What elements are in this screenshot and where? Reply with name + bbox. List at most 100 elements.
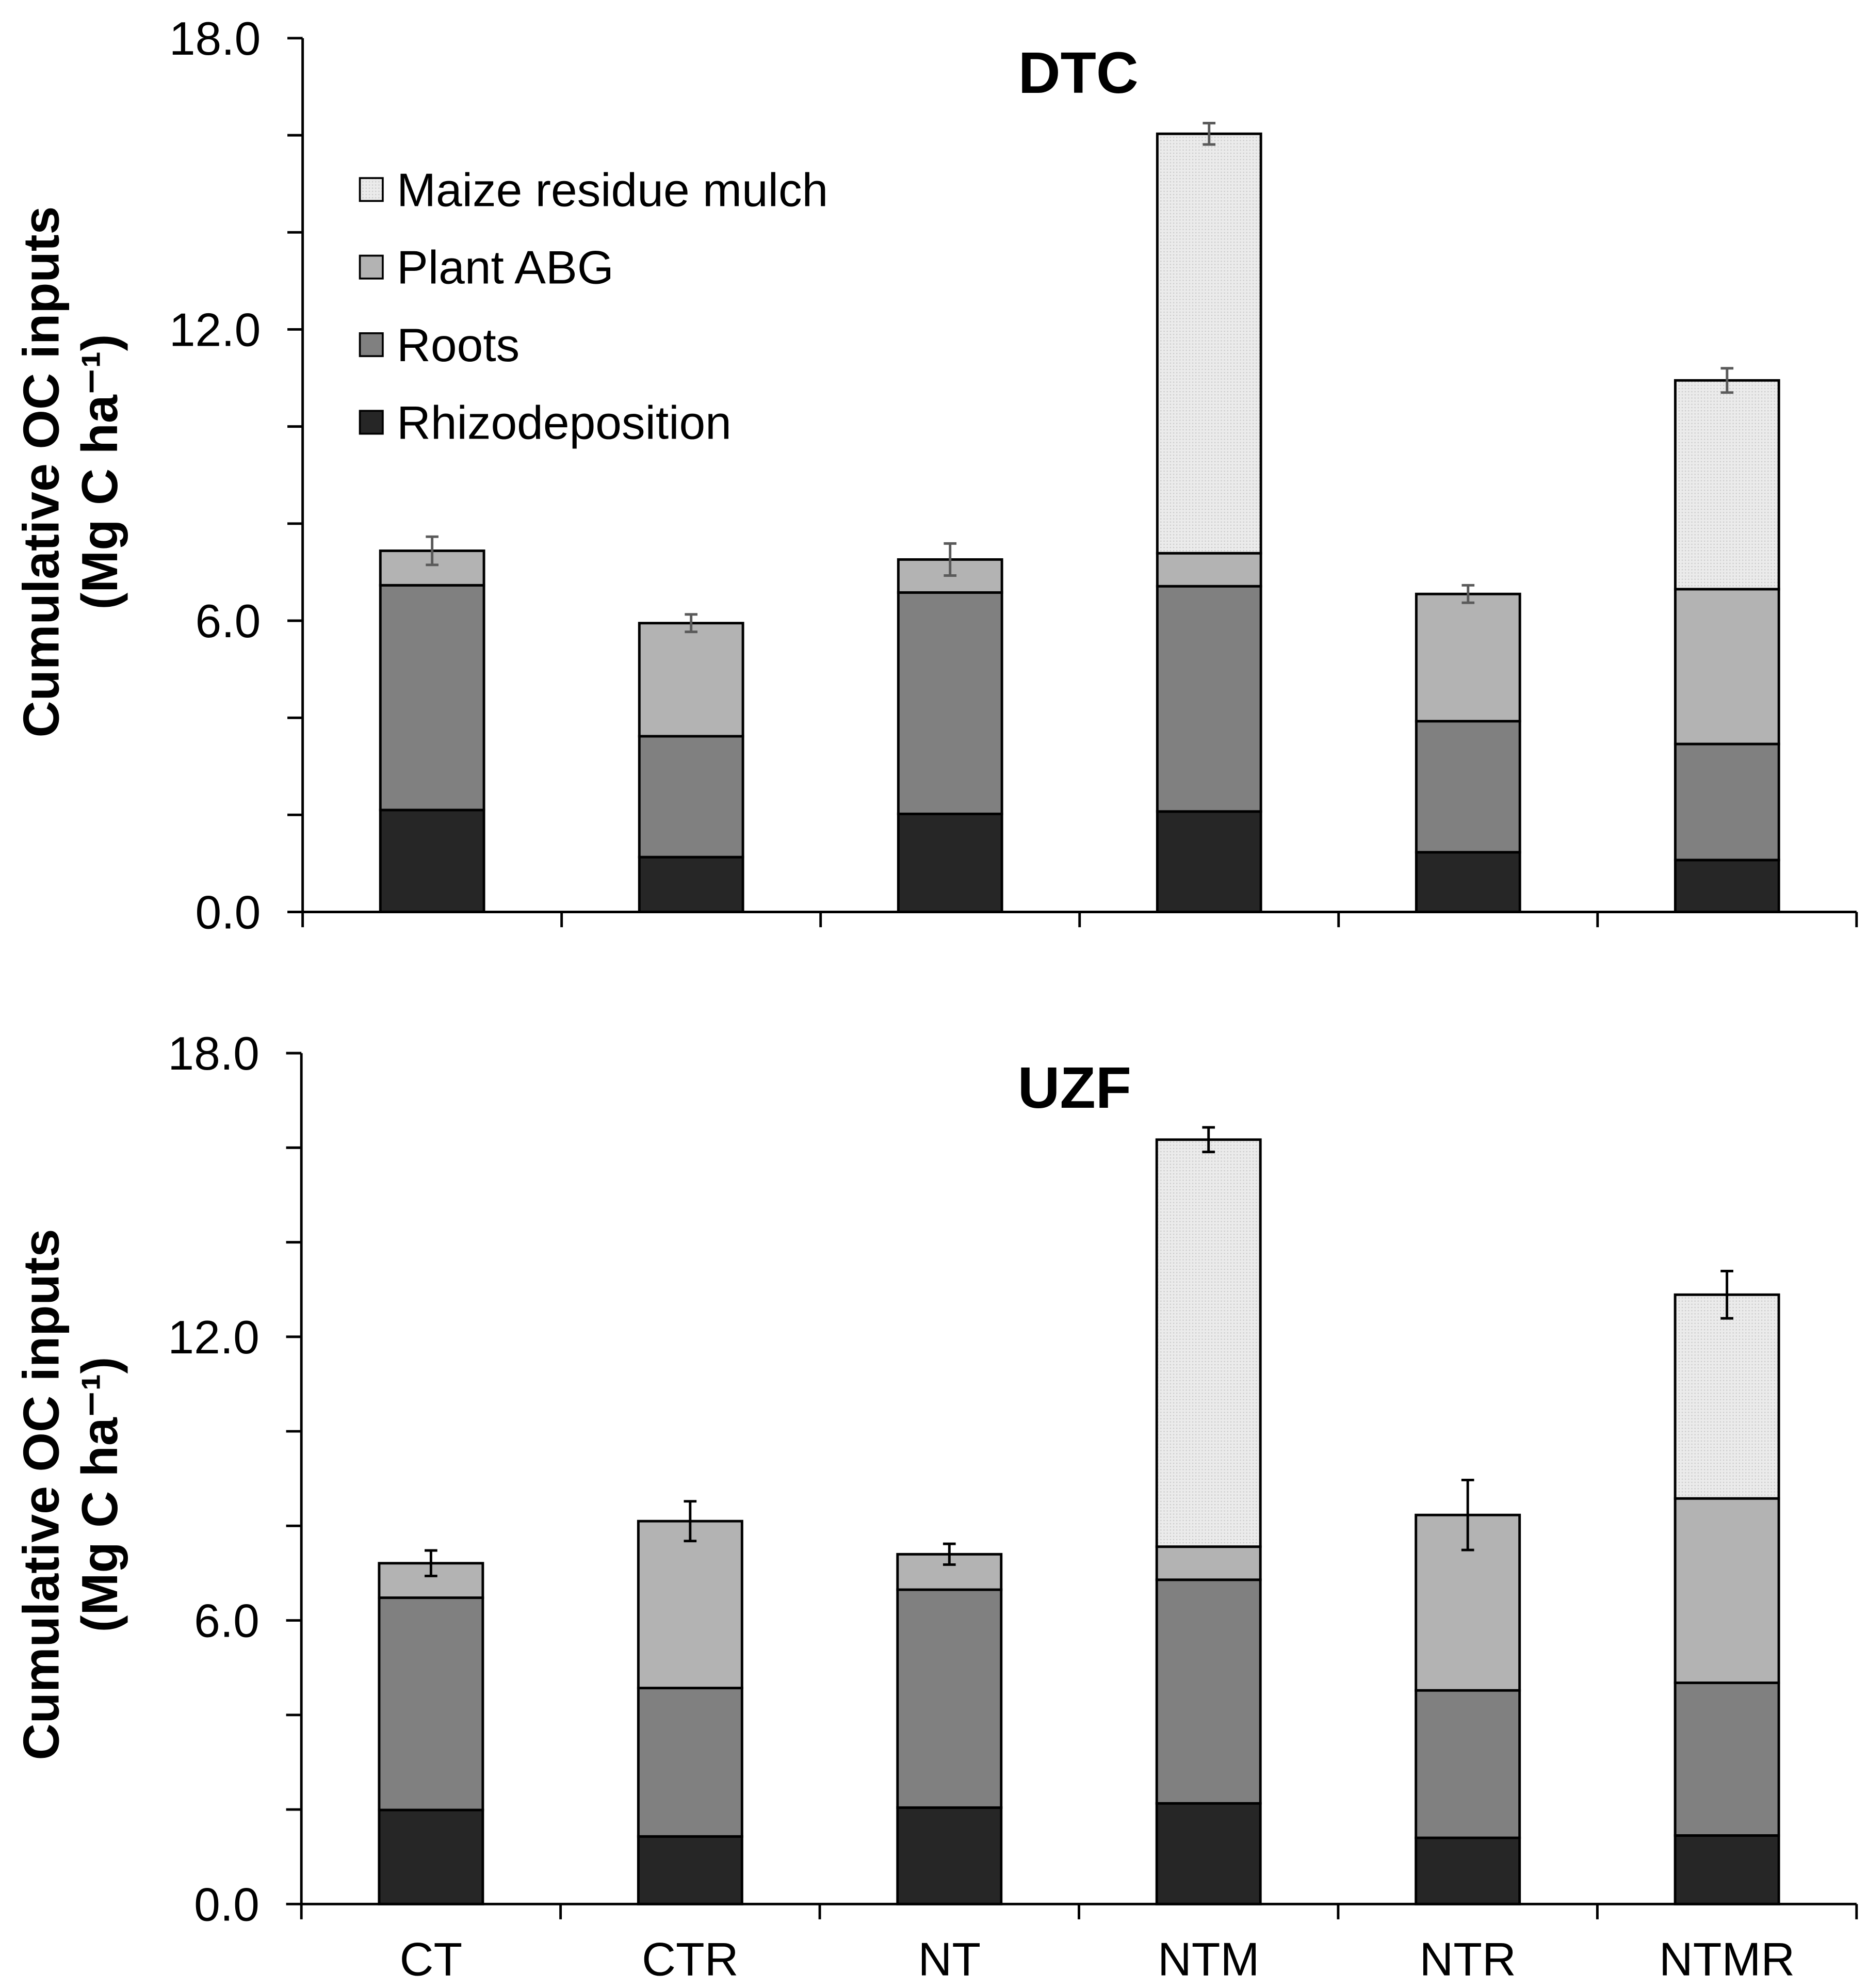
error-bar-nt: [944, 542, 957, 577]
bar-segment-rhizodeposition-ntr: [1415, 851, 1521, 913]
bar-segment-plant-abg-ntr: [1415, 592, 1521, 723]
y-axis-unit: (Mg C ha⁻¹): [71, 334, 128, 610]
bar-segment-roots-nt: [897, 591, 1003, 815]
bar-segment-roots-nt: [896, 1588, 1003, 1809]
legend-swatch: [359, 254, 384, 280]
x-tick-labels: CT CTR NT NTM NTR NTMR: [400, 1933, 1795, 1985]
chart-panel-uzf: UZF Cumulative OC inputs (Mg C ha⁻¹) 0.0…: [12, 1027, 1858, 1985]
bar-segment-rhizodeposition-ntm: [1156, 810, 1262, 913]
y-tick-label: 0.0: [196, 886, 261, 939]
bar-segment-roots-ctr: [638, 735, 744, 859]
bar-segment-rhizodeposition-ntmr: [1674, 859, 1780, 913]
bar-stack-ntmr: [1674, 367, 1780, 913]
y-tick-labels: 0.0 6.0 12.0 18.0: [168, 1027, 259, 1931]
legend: Maize residue mulch Plant ABG Roots Rhizode…: [359, 164, 828, 449]
x-tick-label-ctr: CTR: [642, 1933, 738, 1985]
y-axis-label: Cumulative OC inputs: [12, 1229, 69, 1760]
bar-stack-ntmr: [1674, 1270, 1780, 1905]
bar-segment-rhizodeposition-nt: [897, 812, 1003, 913]
chart-title: UZF: [1018, 1055, 1131, 1121]
bar-segment-roots-ct: [378, 1596, 484, 1812]
error-bar-ct: [425, 1549, 437, 1577]
y-tick-label: 18.0: [168, 1027, 259, 1080]
chart-title: DTC: [1018, 40, 1139, 106]
bar-stack-ct: [378, 1549, 484, 1905]
chart-panel-dtc: DTC Cumulative OC inputs (Mg C ha⁻¹) 0.0…: [12, 12, 1858, 939]
bar-segment-rhizodeposition-ct: [378, 1808, 484, 1905]
x-tick-label-ntmr: NTMR: [1659, 1933, 1795, 1985]
bar-segment-maize-residue-mulch-ntmr: [1674, 1293, 1780, 1500]
legend-label: Rhizodeposition: [397, 396, 732, 449]
bar-segment-rhizodeposition-ntr: [1415, 1836, 1521, 1905]
bar-stack-ntr: [1415, 1478, 1521, 1905]
error-bar-ntm: [1203, 122, 1216, 146]
y-tick-label: 12.0: [169, 304, 261, 357]
bars: [379, 122, 1780, 913]
y-tick-label: 6.0: [194, 1595, 259, 1647]
bar-segment-plant-abg-ntm: [1156, 552, 1262, 588]
y-tick-label: 0.0: [194, 1878, 259, 1931]
bar-stack-nt: [896, 1542, 1003, 1905]
bar-segment-plant-abg-ctr: [638, 622, 744, 738]
bar-segment-maize-residue-mulch-ntm: [1155, 1138, 1262, 1548]
bar-segment-rhizodeposition-ntmr: [1674, 1834, 1780, 1905]
bar-segment-rhizodeposition-ctr: [637, 1835, 743, 1905]
y-tick-label: 6.0: [196, 595, 261, 648]
legend-item-plant-abg: Plant ABG: [359, 241, 614, 294]
bar-stack-ctr: [637, 1500, 743, 1905]
bar-stack-nt: [897, 542, 1003, 913]
error-bar-ctr: [685, 613, 698, 634]
bar-stack-ctr: [638, 613, 744, 913]
error-bar-ntmr: [1720, 1270, 1733, 1320]
error-bar-ntr: [1461, 584, 1475, 604]
bar-segment-roots-ntr: [1415, 1689, 1521, 1839]
y-tick-labels: 0.0 6.0 12.0 18.0: [169, 12, 261, 939]
bar-segment-plant-abg-ntmr: [1674, 1497, 1780, 1684]
bar-segment-plant-abg-ntmr: [1674, 588, 1780, 746]
legend-item-rhizodeposition: Rhizodeposition: [359, 396, 732, 449]
bar-segment-rhizodeposition-ntm: [1155, 1802, 1262, 1905]
error-bar-ntmr: [1720, 367, 1734, 394]
bars: [378, 1126, 1780, 1905]
bar-stack-ntm: [1155, 1126, 1262, 1905]
legend-swatch: [359, 410, 384, 435]
legend-item-roots: Roots: [359, 319, 519, 371]
bar-segment-rhizodeposition-ctr: [638, 855, 744, 913]
bar-segment-roots-ntr: [1415, 720, 1521, 854]
bar-segment-roots-ntmr: [1674, 1682, 1780, 1837]
bar-segment-plant-abg-ctr: [637, 1520, 743, 1690]
bar-stack-ct: [379, 535, 485, 913]
bar-stack-ntm: [1156, 122, 1262, 913]
x-tick-label-nt: NT: [918, 1933, 981, 1985]
bar-segment-rhizodeposition-ct: [379, 809, 485, 913]
axes: [287, 37, 1858, 928]
bar-segment-maize-residue-mulch-ntmr: [1674, 379, 1780, 591]
error-bar-ctr: [684, 1500, 697, 1543]
bar-segment-rhizodeposition-nt: [896, 1806, 1003, 1905]
error-bar-ntm: [1202, 1126, 1215, 1154]
bar-segment-roots-ntm: [1155, 1578, 1262, 1805]
bar-segment-plant-abg-ntm: [1155, 1545, 1262, 1581]
y-tick-label: 18.0: [169, 12, 261, 65]
x-tick-label-ntm: NTM: [1158, 1933, 1260, 1985]
y-tick-label: 12.0: [168, 1311, 259, 1364]
y-axis-unit: (Mg C ha⁻¹): [71, 1357, 128, 1633]
error-bar-nt: [943, 1542, 956, 1566]
x-tick-label-ct: CT: [400, 1933, 463, 1985]
bar-stack-ntr: [1415, 584, 1521, 913]
bar-segment-roots-ntm: [1156, 585, 1262, 813]
legend-swatch: [359, 177, 384, 202]
bar-segment-maize-residue-mulch-ntm: [1156, 132, 1262, 555]
error-bar-ntr: [1461, 1478, 1474, 1551]
bar-segment-roots-ct: [379, 584, 485, 812]
bar-segment-roots-ctr: [637, 1687, 743, 1838]
legend-label: Plant ABG: [397, 241, 614, 294]
error-bar-ct: [426, 535, 438, 567]
bar-segment-roots-ntmr: [1674, 742, 1780, 862]
legend-swatch: [359, 332, 384, 358]
legend-label: Roots: [397, 319, 519, 371]
y-axis-label: Cumulative OC inputs: [12, 206, 69, 738]
legend-label: Maize residue mulch: [397, 164, 828, 216]
legend-item-maize-residue-mulch: Maize residue mulch: [359, 164, 828, 216]
